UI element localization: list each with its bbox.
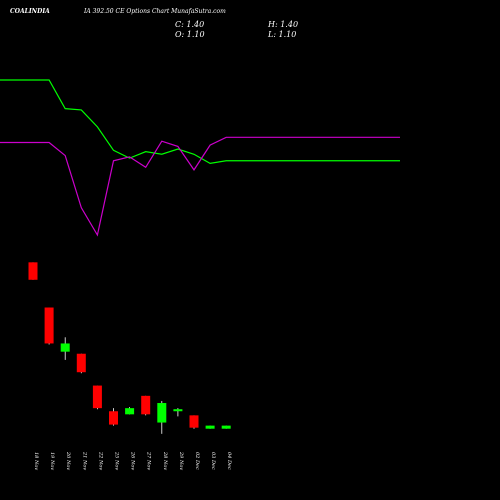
low-label: L: 1.10: [268, 30, 297, 39]
candle-body: [28, 262, 38, 280]
candle-body: [60, 343, 70, 352]
x-tick-label: 04 Dec: [226, 452, 232, 470]
x-tick-label: 27 Nov: [146, 451, 152, 470]
candle-body: [44, 307, 54, 344]
x-tick-label: 21 Nov: [81, 451, 87, 470]
candle-21-nov: [76, 353, 86, 374]
x-tick-label: 26 Nov: [130, 451, 136, 470]
candle-20-nov: [60, 337, 70, 360]
x-tick-label: 28 Nov: [162, 451, 168, 470]
candle-body: [76, 353, 86, 373]
candle-22-nov: [92, 385, 102, 410]
x-tick-label: 22 Nov: [97, 451, 103, 470]
overlay-line-2: [0, 136, 400, 237]
close-label: C: 1.40: [175, 20, 205, 29]
candle-body: [173, 409, 183, 412]
candle-body: [205, 425, 215, 429]
overlay-lines: [0, 79, 400, 237]
symbol-label: COALINDIA: [10, 8, 50, 15]
candle-body: [92, 385, 102, 409]
candle-29-nov: [173, 408, 183, 417]
candle-04-dec: [221, 425, 231, 429]
candle-27-nov: [141, 395, 151, 416]
x-axis-ticks: 18 Nov 19 Nov 20 Nov 21 Nov 22 Nov 25 Nov 26 N…: [33, 451, 232, 470]
candle-body: [109, 411, 118, 425]
candle-body: [157, 403, 167, 423]
candle-body: [125, 408, 135, 415]
candle-03-dec: [205, 425, 215, 429]
chart-title: IA 392.50 CE Options Chart MunafaSutra.c…: [84, 8, 226, 15]
x-tick-label: 19 Nov: [49, 452, 55, 470]
x-tick-label: 29 Nov: [178, 451, 184, 470]
candle-body: [189, 415, 199, 428]
x-tick-label: 20 Nov: [65, 451, 71, 470]
high-label: H: 1.40: [268, 20, 299, 29]
candle-18-nov: [28, 262, 38, 280]
candle-26-nov: [125, 407, 135, 415]
x-tick-label: 03 Dec: [210, 452, 216, 470]
candle-19-nov: [44, 307, 54, 345]
open-label: O: 1.10: [175, 30, 205, 39]
candle-28-nov: [157, 400, 167, 434]
x-tick-label: 02 Dec: [194, 452, 200, 470]
x-tick-label: 25 Nov: [114, 451, 120, 470]
candlesticks: [28, 262, 231, 434]
candle-body: [221, 425, 231, 429]
candle-25-nov: [109, 408, 118, 426]
candle-body: [141, 395, 151, 415]
candle-02-dec: [189, 415, 199, 429]
overlay-line-1: [0, 79, 400, 164]
x-tick-label: 18 Nov: [33, 452, 39, 470]
